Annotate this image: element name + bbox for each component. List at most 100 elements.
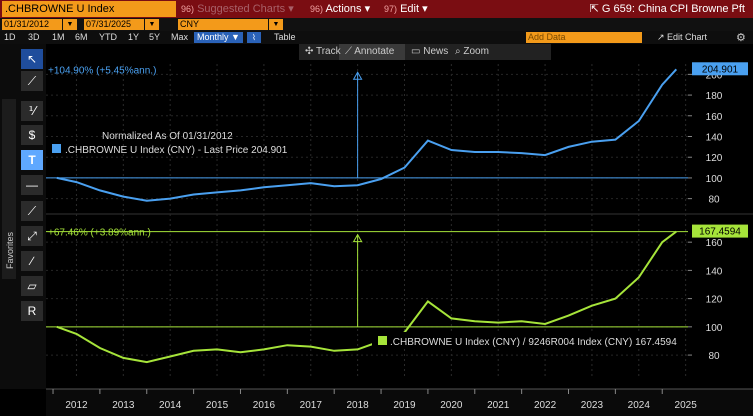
top-last-value-label: 204.901 <box>702 64 739 75</box>
bottom-last-value-tag <box>692 224 748 238</box>
x-tick-label: 2015 <box>206 400 229 411</box>
top-y-tick-label: 140 <box>706 133 723 144</box>
x-tick-label: 2019 <box>393 400 416 411</box>
window-title: ⇱ G 659: China CPI Browne Pft <box>590 2 745 16</box>
x-tick-label: 2024 <box>628 400 651 411</box>
top-last-value-tag <box>692 62 748 76</box>
end-date-field[interactable]: 07/31/2025 <box>84 19 144 30</box>
bottom-legend-bg <box>372 332 684 349</box>
ticker-input[interactable]: .CHBROWNE U Index <box>2 1 176 17</box>
chart-floating-toolbar: ✣ Track ⟋ Annotate ▭ News ⌕ Zoom <box>299 44 551 60</box>
end-date-dropdown-icon[interactable]: ▼ <box>145 19 159 30</box>
chart-svg[interactable]: 80 100 120 140 160 180 200 +104.90% (+5.45%ann.… <box>46 44 753 416</box>
trend-tool-icon[interactable]: ⟋ <box>21 201 43 221</box>
top-series-line <box>56 68 678 202</box>
period-1y[interactable]: 1Y <box>128 32 140 42</box>
dollar-tool-icon[interactable]: $ <box>21 125 43 145</box>
x-tick-label: 2013 <box>112 400 135 411</box>
x-tick-label: 2014 <box>159 400 182 411</box>
fib-tool-icon[interactable]: ∕ <box>21 251 43 271</box>
bottom-y-tick-label: 100 <box>706 323 723 334</box>
top-y-tick-label: 160 <box>706 112 723 123</box>
bottom-legend-text: .CHBROWNE U Index (CNY) / 9246R004 Index… <box>390 337 677 348</box>
chart-area[interactable]: 80 100 120 140 160 180 200 +104.90% (+5.45%ann.… <box>46 44 753 416</box>
actions-menu[interactable]: 96) Actions ▾ <box>310 2 370 16</box>
percent-tool-icon[interactable]: ⅟ <box>21 101 43 121</box>
x-tick-label: 2017 <box>300 400 323 411</box>
window-title-text: G 659: China CPI Browne Pft <box>601 3 745 15</box>
x-tick-label: 2025 <box>675 400 698 411</box>
currency-dropdown-icon[interactable]: ▼ <box>269 19 283 30</box>
edit-num: 97) <box>384 4 398 14</box>
gear-icon[interactable]: ⚙ <box>736 32 746 44</box>
news-label: News <box>423 46 449 57</box>
pointer-tool-icon[interactable]: ↖ <box>21 49 43 69</box>
bottom-annotation-text: +67.46% (+3.89%ann.) <box>48 228 151 239</box>
edit-chart-button[interactable]: ↗ Edit Chart <box>657 32 708 42</box>
bottom-series-line <box>56 230 677 364</box>
top-y-tick-label: 120 <box>706 153 723 164</box>
bottom-legend-swatch <box>378 336 387 345</box>
x-tick-label: 2018 <box>347 400 370 411</box>
r-tool-icon[interactable]: R <box>21 301 43 321</box>
period-6m[interactable]: 6M <box>75 32 88 42</box>
drawing-toolbar: Favorites ↖ ⟋ ⅟ $ T — ⟋ ⤢ ∕ ▱ R <box>0 44 46 389</box>
share-icon[interactable]: ⇱ <box>589 3 599 15</box>
top-legend-swatch <box>52 144 61 153</box>
x-tick-label: 2022 <box>534 400 557 411</box>
frequency-select[interactable]: Monthly ▼ <box>194 32 243 43</box>
period-max[interactable]: Max <box>171 32 189 42</box>
bottom-y-tick-label: 80 <box>708 351 720 362</box>
period-1d[interactable]: 1D <box>4 32 16 42</box>
date-bar: 01/31/2012 ▼ 07/31/2025 ▼ CNY ▼ <box>0 18 753 31</box>
edit-label: Edit ▾ <box>400 3 428 15</box>
title-bar: .CHBROWNE U Index 96) Suggested Charts ▾… <box>0 0 753 18</box>
top-y-tick-label: 180 <box>706 91 723 102</box>
x-tick-label: 2023 <box>581 400 604 411</box>
add-data-input[interactable]: Add Data <box>526 32 642 43</box>
bottom-y-tick-label: 120 <box>706 295 723 306</box>
track-button[interactable]: ✣ Track <box>305 46 341 57</box>
zoom-button[interactable]: ⌕ Zoom <box>455 46 489 57</box>
start-date-field[interactable]: 01/31/2012 <box>2 19 62 30</box>
top-y-tick-label: 80 <box>708 195 720 206</box>
actions-label: Actions ▾ <box>325 3 371 15</box>
period-ytd[interactable]: YTD <box>99 32 117 42</box>
suggested-label: Suggested Charts ▾ <box>197 3 294 15</box>
news-button[interactable]: ▭ News <box>411 46 449 57</box>
annotate-button[interactable]: ⟋ Annotate <box>345 46 395 57</box>
period-1m[interactable]: 1M <box>52 32 65 42</box>
zoom-label: Zoom <box>463 46 489 57</box>
text-tool-icon[interactable]: T <box>21 150 43 170</box>
currency-field[interactable]: CNY <box>178 19 268 30</box>
x-tick-label: 2012 <box>65 400 88 411</box>
bottom-last-value-label: 167.4594 <box>699 227 741 238</box>
horizontal-line-tool-icon[interactable]: — <box>21 175 43 195</box>
suggested-num: 96) <box>181 4 195 14</box>
segment-tool-icon[interactable]: ⤢ <box>21 226 43 246</box>
bottom-annotation-arrow <box>352 233 363 243</box>
bottom-y-tick-label: 160 <box>706 238 723 249</box>
period-3d[interactable]: 3D <box>28 32 40 42</box>
period-bar: 1D 3D 1M 6M YTD 1Y 5Y Max Monthly ▼ ⌇ Ta… <box>0 31 753 44</box>
top-annotation-text: +104.90% (+5.45%ann.) <box>48 65 156 76</box>
bottom-y-tick-label: 140 <box>706 266 723 277</box>
edit-menu[interactable]: 97) Edit ▾ <box>384 2 428 16</box>
table-button[interactable]: Table <box>274 32 296 42</box>
start-date-dropdown-icon[interactable]: ▼ <box>63 19 77 30</box>
rect-tool-icon[interactable]: ▱ <box>21 276 43 296</box>
x-tick-label: 2021 <box>487 400 510 411</box>
favorites-tab[interactable]: Favorites <box>2 99 16 279</box>
track-label: Track <box>315 46 341 57</box>
line-tool-icon[interactable]: ⟋ <box>21 71 43 91</box>
chart-type-icon[interactable]: ⌇ <box>247 32 261 43</box>
x-tick-label: 2020 <box>440 400 463 411</box>
suggested-charts-menu[interactable]: 96) Suggested Charts ▾ <box>181 2 294 16</box>
favorites-label: Favorites <box>5 231 15 269</box>
top-y-tick-label: 100 <box>706 174 723 185</box>
x-axis-band <box>46 389 753 416</box>
period-5y[interactable]: 5Y <box>149 32 161 42</box>
annotate-label: Annotate <box>354 46 395 57</box>
annotate-highlight <box>339 44 405 60</box>
top-annotation-arrow <box>352 71 363 80</box>
